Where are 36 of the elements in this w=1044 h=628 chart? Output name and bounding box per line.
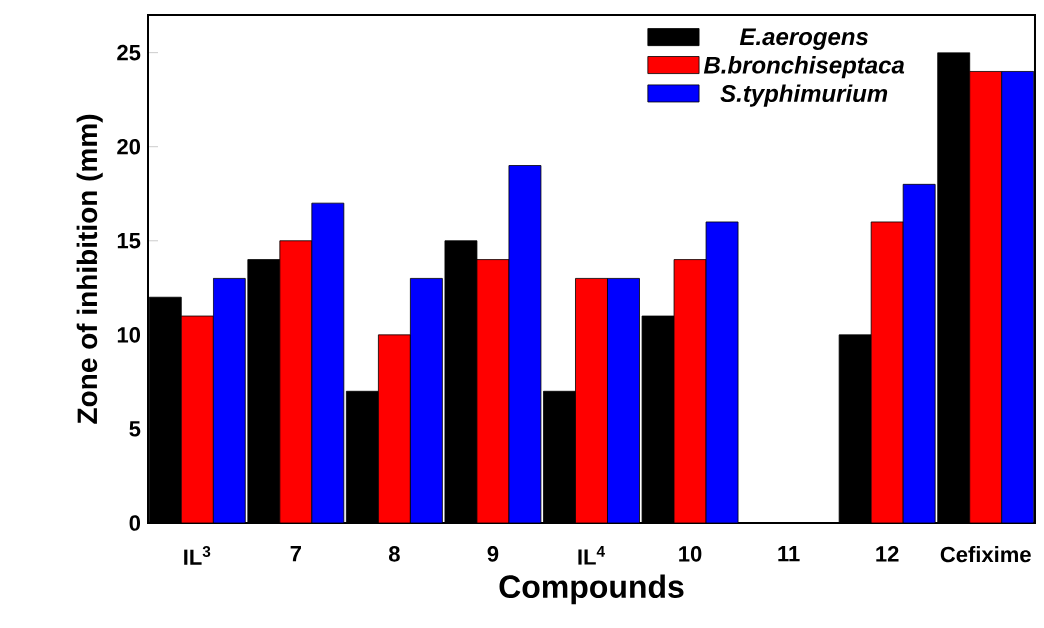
- bar: [969, 71, 1003, 523]
- x-axis-title: Compounds: [499, 574, 684, 605]
- bar: [213, 278, 246, 523]
- x-tick-label: IL$^{4}$: [578, 546, 605, 565]
- bar: [674, 259, 707, 523]
- bar: [607, 278, 640, 523]
- bar: [508, 165, 541, 523]
- x-tick-label: 10: [679, 546, 702, 562]
- bar: [1001, 71, 1035, 523]
- y-tick-label: 10: [117, 327, 141, 343]
- y-tick-label: 5: [129, 421, 141, 437]
- x-tick-label: IL$^{3}$: [184, 546, 211, 565]
- x-tick-label: 12: [876, 546, 899, 562]
- bar: [575, 278, 608, 523]
- x-tick-label: 8: [388, 546, 400, 562]
- x-tick-label: 7: [290, 546, 301, 562]
- bar: [311, 203, 344, 523]
- bar: [279, 240, 312, 523]
- y-tick-label: 20: [117, 138, 141, 155]
- bar: [871, 221, 904, 523]
- bar: [181, 316, 214, 523]
- bar: [903, 184, 936, 523]
- y-tick-label: 25: [117, 44, 141, 61]
- bar: [410, 278, 443, 523]
- x-tick-label: Cefixime: [940, 546, 1031, 563]
- y-tick-label: 0: [129, 515, 141, 531]
- y-tick-label: 15: [117, 233, 141, 249]
- legend-label: B.bronchiseptaca: [703, 56, 905, 79]
- bar: [476, 259, 509, 523]
- legend-label: S.typhimurium: [720, 84, 888, 107]
- legend-label: E.aerogens: [739, 28, 869, 50]
- x-tick-label: 11: [778, 546, 800, 562]
- x-tick-label: 9: [487, 546, 499, 562]
- bar: [706, 221, 739, 523]
- y-axis-title: Zone of inhibition (mm): [76, 114, 103, 424]
- bar: [378, 334, 411, 523]
